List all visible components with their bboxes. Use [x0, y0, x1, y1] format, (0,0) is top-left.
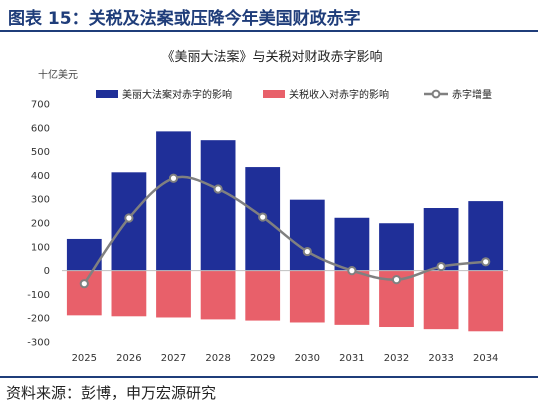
legend-marker	[431, 89, 441, 99]
bill-impact-bar	[200, 140, 236, 271]
tariff-impact-bar	[156, 270, 191, 318]
y-tick-label: 700	[31, 100, 50, 111]
y-tick-label: -200	[27, 314, 50, 325]
deficit-increment-point	[79, 279, 89, 289]
x-tick-label: 2026	[116, 353, 141, 364]
deficit-increment-point	[168, 173, 179, 183]
deficit-increment-point	[391, 275, 402, 285]
deficit-increment-point	[436, 261, 446, 272]
y-tick-label: -300	[27, 338, 50, 349]
x-tick-label: 2031	[339, 353, 364, 364]
y-axis-unit-label: 十亿美元	[38, 68, 78, 81]
deficit-increment-point	[481, 257, 491, 267]
tariff-impact-bar	[423, 270, 459, 330]
deficit-increment-point	[347, 266, 357, 276]
legend-label: 赤字增量	[452, 88, 492, 101]
y-tick-label: -100	[27, 290, 50, 301]
bill-impact-bar	[156, 131, 191, 271]
bill-impact-bar	[423, 208, 459, 271]
title-divider	[0, 30, 538, 32]
chart-title: 《美丽大法案》与关税对财政赤字影响	[161, 49, 382, 65]
legend-label: 关税收入对赤字的影响	[289, 88, 389, 101]
source-divider	[0, 376, 538, 378]
x-tick-label: 2030	[295, 353, 320, 364]
y-tick-label: 400	[31, 171, 50, 182]
y-tick-label: 500	[31, 147, 50, 158]
tariff-impact-bar	[66, 270, 102, 316]
x-tick-label: 2033	[428, 353, 453, 364]
legend-swatch-bill	[96, 90, 118, 98]
tariff-impact-bar	[245, 270, 281, 321]
tariff-impact-bar	[111, 270, 147, 317]
chart: 《美丽大法案》与关税对财政赤字影响 十亿美元 美丽大法案对赤字的影响 关税收入对赤…	[27, 49, 508, 364]
bill-impact-bar	[289, 199, 325, 271]
x-tick-label: 2029	[250, 353, 275, 364]
deficit-increment-curve	[83, 175, 486, 285]
x-tick-label: 2025	[72, 353, 97, 364]
deficit-increment-point	[258, 212, 268, 222]
x-tick-label: 2027	[161, 353, 186, 364]
deficit-increment-point	[302, 246, 312, 257]
y-tick-label: 600	[31, 123, 50, 134]
deficit-increment-line	[79, 173, 491, 289]
figure-title: 图表 15：关税及法案或压降今年美国财政赤字	[8, 9, 361, 29]
tariff-impact-bar	[468, 270, 504, 332]
y-tick-label: 0	[44, 266, 50, 277]
bars	[66, 131, 504, 332]
x-tick-label: 2034	[473, 353, 498, 364]
tariff-impact-bar	[200, 270, 236, 320]
deficit-increment-point	[124, 213, 134, 223]
x-axis: 2025 2026 2027 2028 2029 2030 2031 2032 2033 2034	[62, 270, 508, 364]
y-tick-label: 100	[31, 242, 50, 253]
tariff-impact-bar	[334, 270, 370, 325]
legend-swatch-tariff	[263, 90, 285, 98]
source-note: 资料来源：彭博，申万宏源研究	[6, 384, 217, 402]
bill-impact-bar	[334, 217, 370, 271]
y-tick-label: 200	[31, 219, 50, 230]
figure-header: 图表 15：关税及法案或压降今年美国财政赤字	[0, 0, 538, 30]
x-tick-label: 2028	[205, 353, 230, 364]
y-axis: -300 -200 -100 0 100 200 300 400 500 600 700	[27, 100, 50, 349]
legend: 美丽大法案对赤字的影响 关税收入对赤字的影响 赤字增量	[96, 88, 492, 101]
bill-impact-bar	[379, 223, 414, 271]
y-tick-label: 300	[31, 195, 50, 206]
x-tick-label: 2032	[384, 353, 409, 364]
legend-label: 美丽大法案对赤字的影响	[122, 88, 232, 101]
tariff-impact-bar	[289, 270, 325, 323]
deficit-increment-point	[213, 184, 223, 194]
